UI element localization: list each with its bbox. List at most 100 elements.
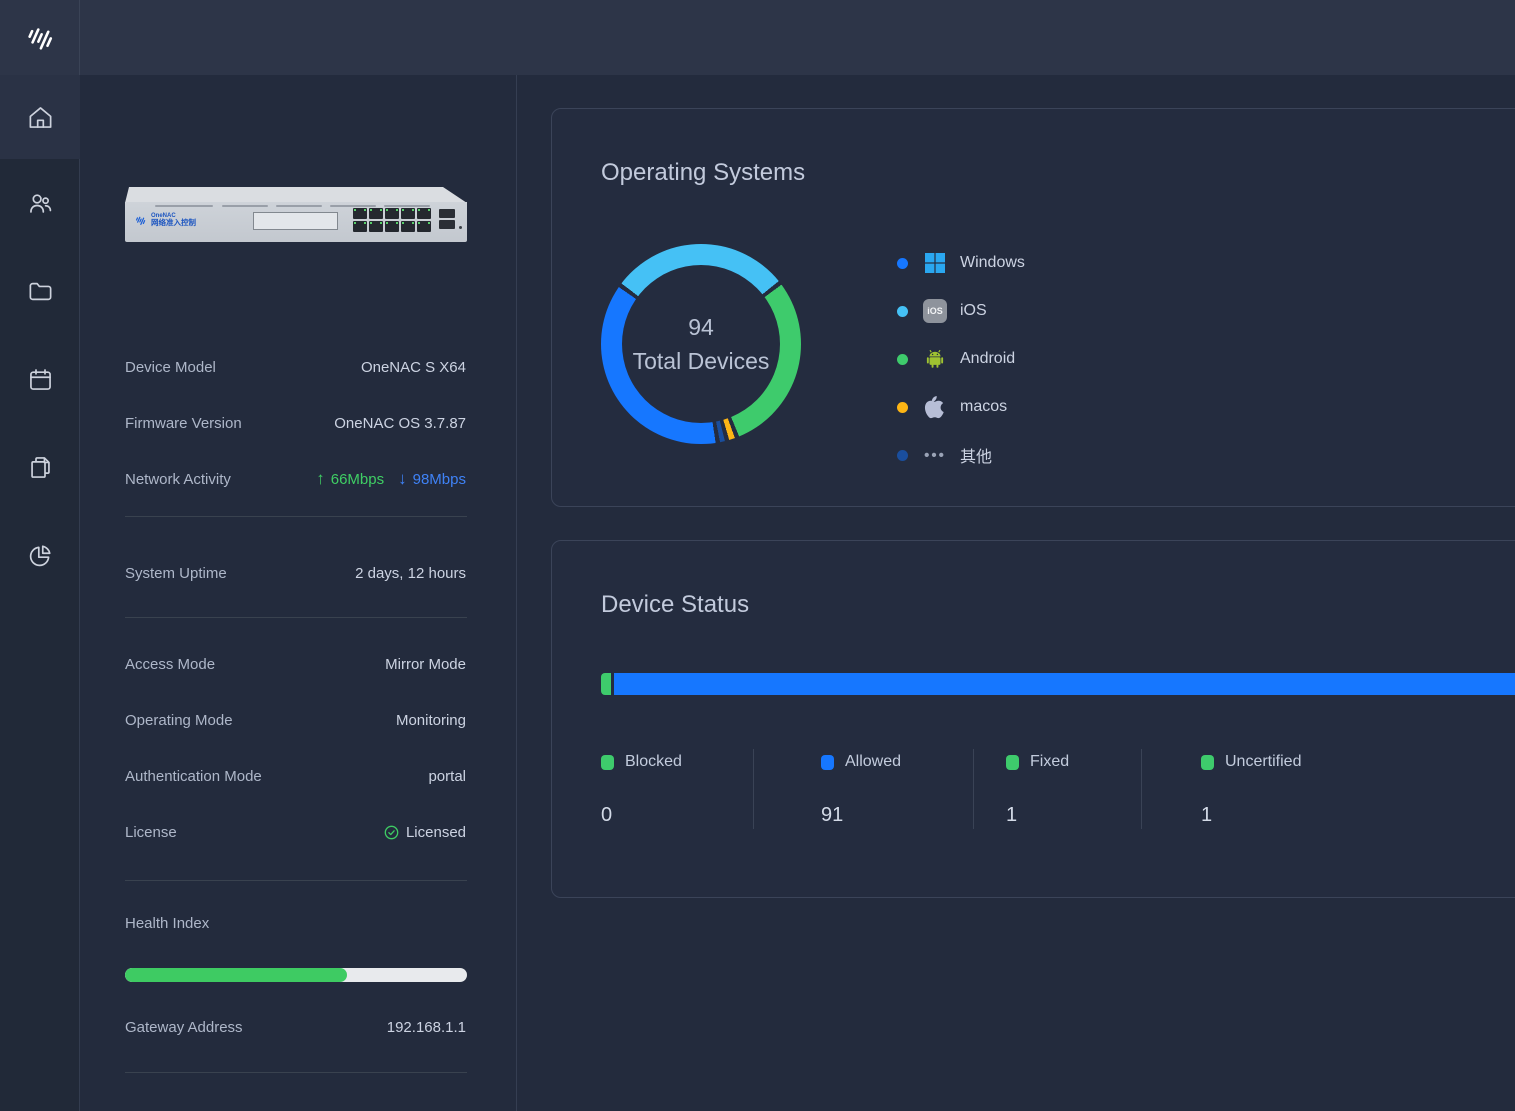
device-status-card: Device Status Blocked 0 Allowed 91 Fixed… <box>551 540 1515 898</box>
sidebar-nav <box>0 75 80 1111</box>
allowed-marker <box>821 754 834 770</box>
download-arrow-icon: ↓ <box>398 469 407 488</box>
device-status-stacked-bar[interactable] <box>601 673 1515 695</box>
system-uptime-row: System Uptime 2 days, 12 hours <box>125 545 466 601</box>
uncertified-value: 1 <box>1201 804 1213 826</box>
ios-series-dot <box>897 305 908 317</box>
access-mode-label: Access Mode <box>125 655 216 673</box>
access-mode-value: Mirror Mode <box>385 655 466 673</box>
app-logo[interactable] <box>0 0 80 75</box>
calendar-icon <box>29 368 51 390</box>
device-model-value: OneNAC S X64 <box>360 358 466 376</box>
health-index-bar <box>125 968 467 982</box>
uncertified-marker <box>1201 754 1214 770</box>
health-index-fill <box>125 968 348 982</box>
operating-systems-title: Operating Systems <box>601 159 806 186</box>
device-summary-panel: OneNAC 网络准入控制 Device Model OneNAC S X64 … <box>80 75 517 1111</box>
windows-series-dot <box>897 257 908 269</box>
operating-mode-row: Operating Mode Monitoring <box>125 692 466 748</box>
system-uptime-label: System Uptime <box>125 564 227 582</box>
blocked-marker <box>601 754 614 770</box>
sidebar-item-home[interactable] <box>0 75 80 159</box>
stat-blocked: Blocked 0 <box>601 753 682 827</box>
authentication-mode-label: Authentication Mode <box>125 767 262 785</box>
legend-label-macos: macos <box>960 398 1008 415</box>
stat-allowed: Allowed 91 <box>821 753 901 827</box>
appliance-brand-logo: OneNAC 网络准入控制 <box>134 213 196 227</box>
firmware-version-value: OneNAC OS 3.7.87 <box>334 414 466 432</box>
legend-item-android[interactable]: Android <box>897 335 1025 383</box>
allowed-value: 91 <box>821 804 844 826</box>
android-series-dot <box>897 353 908 365</box>
users-icon <box>29 193 51 213</box>
os-donut-chart[interactable]: 94 Total Devices <box>601 244 801 444</box>
allowed-label: Allowed <box>845 753 902 770</box>
authentication-mode-row: Authentication Mode portal <box>125 748 466 804</box>
appliance-brand: OneNAC <box>151 213 176 219</box>
download-speed: 98Mbps <box>412 470 466 488</box>
stat-uncertified: Uncertified 1 <box>1201 753 1301 827</box>
device-model-row: Device Model OneNAC S X64 <box>125 339 466 395</box>
license-check-icon <box>384 825 399 839</box>
access-mode-row: Access Mode Mirror Mode <box>125 636 466 692</box>
license-row: License Licensed <box>125 804 466 860</box>
legend-item-ios[interactable]: iOS iOS <box>897 287 1025 335</box>
sidebar-item-documents[interactable] <box>0 423 80 511</box>
blocked-label: Blocked <box>625 753 682 770</box>
brand-wave-icon <box>27 27 52 50</box>
documents-icon <box>30 456 50 478</box>
ellipsis-icon: ••• <box>924 446 946 464</box>
sidebar-item-users[interactable] <box>0 159 80 247</box>
upload-arrow-icon: ↑ <box>316 469 325 488</box>
device-model-label: Device Model <box>125 358 216 376</box>
appliance-ethernet-ports <box>353 208 433 234</box>
operating-mode-label: Operating Mode <box>125 711 233 729</box>
network-activity-label: Network Activity <box>125 470 231 488</box>
device-appliance-image: OneNAC 网络准入控制 <box>125 187 467 242</box>
license-value: Licensed <box>405 823 466 841</box>
firmware-version-label: Firmware Version <box>125 414 242 432</box>
total-devices-label: Total Devices <box>632 347 770 374</box>
sidebar-item-folders[interactable] <box>0 247 80 335</box>
ios-logo-icon: iOS <box>923 299 947 323</box>
operating-mode-value: Monitoring <box>395 711 466 729</box>
fixed-marker <box>1006 754 1019 770</box>
folder-icon <box>29 282 51 300</box>
stat-fixed: Fixed 1 <box>1006 753 1069 827</box>
fixed-value: 1 <box>1006 804 1018 826</box>
license-label: License <box>125 823 177 841</box>
android-logo-icon <box>926 349 944 368</box>
legend-label-android: Android <box>960 350 1016 367</box>
appliance-display <box>253 212 338 230</box>
sidebar-item-calendar[interactable] <box>0 335 80 423</box>
health-index-section: Health Index <box>125 903 467 982</box>
authentication-mode-value: portal <box>428 767 466 785</box>
legend-item-macos[interactable]: macos <box>897 383 1025 431</box>
top-bar <box>0 0 1515 75</box>
blocked-value: 0 <box>601 804 613 826</box>
uncertified-label: Uncertified <box>1225 753 1302 770</box>
gateway-address-value: 192.168.1.1 <box>386 1018 466 1036</box>
fixed-label: Fixed <box>1030 753 1070 770</box>
legend-label-other: 其他 <box>960 449 993 466</box>
legend-label-ios: iOS <box>960 302 987 319</box>
gateway-address-row: Gateway Address 192.168.1.1 <box>125 999 466 1055</box>
appliance-sfp-ports <box>439 209 455 229</box>
firmware-version-row: Firmware Version OneNAC OS 3.7.87 <box>125 395 466 451</box>
os-legend: Windows iOS iOS Android <box>897 239 1025 479</box>
total-devices-count: 94 <box>688 313 714 340</box>
operating-systems-card: Operating Systems 94 Total Devices Windo… <box>551 108 1515 507</box>
other-series-dot <box>897 449 908 461</box>
legend-label-windows: Windows <box>960 254 1025 271</box>
upload-speed: 66Mbps <box>330 470 385 488</box>
windows-logo-icon <box>925 253 945 273</box>
gateway-address-label: Gateway Address <box>125 1018 243 1036</box>
legend-item-windows[interactable]: Windows <box>897 239 1025 287</box>
apple-logo-icon <box>924 396 944 419</box>
sidebar-item-reports[interactable] <box>0 511 80 599</box>
legend-item-other[interactable]: ••• 其他 <box>897 431 1025 479</box>
system-uptime-value: 2 days, 12 hours <box>355 564 466 582</box>
appliance-brand-sub: 网络准入控制 <box>151 218 196 228</box>
health-index-label: Health Index <box>125 914 210 932</box>
pie-chart-icon <box>29 544 51 566</box>
